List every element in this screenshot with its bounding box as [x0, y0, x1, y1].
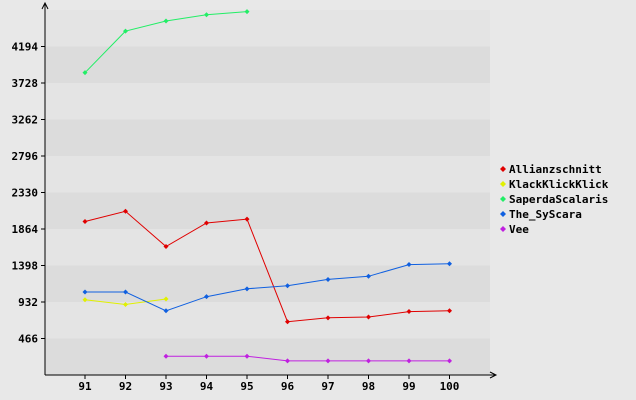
y-tick-label: 2330 [12, 187, 39, 200]
data-point [325, 358, 331, 364]
grid-band [45, 229, 490, 266]
legend-marker [500, 166, 506, 172]
x-axis-arrow [489, 371, 498, 379]
data-point [163, 296, 169, 302]
data-point [123, 302, 128, 308]
x-tick-label: 94 [200, 380, 214, 393]
x-tick-label: 99 [402, 380, 415, 393]
legend-marker [500, 226, 506, 232]
data-point [244, 353, 250, 359]
x-tick-label: 100 [440, 380, 460, 393]
grid-band [45, 192, 490, 229]
data-point [406, 309, 412, 315]
series-group [82, 9, 452, 364]
y-tick-label: 3728 [12, 77, 39, 90]
data-point [366, 314, 371, 320]
series-line [166, 355, 450, 362]
y-tick-label: 1398 [12, 260, 39, 273]
data-point [204, 353, 209, 359]
x-tick-label: 92 [119, 380, 132, 393]
data-point [163, 308, 169, 314]
legend-marker [500, 181, 506, 187]
series-Vee [163, 353, 452, 364]
legend-label: Allianzschnitt [509, 163, 602, 176]
data-point [285, 283, 290, 289]
y-tick-label: 466 [18, 333, 38, 346]
legend-label: The_SyScara [509, 208, 582, 221]
grid-band [45, 83, 490, 120]
data-point [123, 289, 128, 295]
y-tick-label: 3262 [12, 114, 39, 127]
x-tick-label: 95 [240, 380, 253, 393]
y-tick-label: 1864 [12, 223, 39, 236]
data-point [325, 276, 331, 282]
y-axis-arrow [41, 1, 49, 10]
legend-marker [500, 211, 506, 217]
data-point [204, 294, 209, 300]
legend-label: SaperdaScalaris [509, 193, 608, 206]
x-tick-label: 97 [321, 380, 334, 393]
data-point [163, 244, 169, 250]
data-point [82, 218, 88, 224]
data-point [406, 358, 412, 364]
data-point [244, 9, 250, 15]
grid-band [45, 10, 490, 47]
series-The_SyScara [82, 261, 452, 314]
data-point [82, 70, 88, 76]
grid-band [45, 302, 490, 339]
x-tick-label: 91 [78, 380, 92, 393]
data-point [123, 28, 128, 34]
data-point [325, 315, 331, 321]
x-tick-label: 96 [281, 380, 295, 393]
data-point [366, 358, 371, 364]
data-point [82, 297, 88, 303]
series-Allianzschnitt [82, 208, 452, 325]
grid-bands [45, 10, 490, 375]
legend-label: KlackKlickKlick [509, 178, 609, 191]
series-SaperdaScalaris [82, 9, 250, 76]
legend-label: Vee [509, 223, 529, 236]
data-point [123, 208, 128, 214]
y-tick-label: 2796 [12, 150, 39, 163]
data-point [285, 319, 290, 325]
data-point [406, 262, 412, 268]
data-point [285, 358, 290, 364]
grid-band [45, 46, 490, 83]
series-line [84, 210, 450, 323]
legend-marker [500, 196, 506, 202]
x-tick-label: 98 [362, 380, 375, 393]
data-point [204, 12, 209, 18]
axes [41, 1, 498, 379]
grid-band [45, 338, 490, 375]
data-point [204, 220, 209, 226]
y-tick-label: 4194 [12, 41, 39, 54]
y-tick-label: 932 [18, 296, 38, 309]
data-point [447, 308, 452, 314]
x-axis-ticks: 91 92 93 94 95 96 97 98 99 100 [78, 375, 459, 393]
data-point [366, 273, 371, 279]
data-point [82, 289, 88, 295]
data-point [447, 261, 452, 267]
grid-band [45, 119, 490, 156]
data-point [244, 286, 250, 292]
data-point [447, 358, 452, 364]
data-point [163, 353, 169, 359]
y-axis-ticks: 466 932 1398 1864 2330 2796 3262 3728 4194 [12, 41, 45, 346]
data-point [163, 18, 169, 24]
legend: Allianzschnitt KlackKlickKlick SaperdaScal… [500, 163, 609, 236]
series-KlackKlickKlick [82, 296, 169, 308]
series-line [85, 263, 450, 312]
data-point [244, 216, 250, 222]
grid-band [45, 156, 490, 193]
x-tick-label: 93 [159, 380, 172, 393]
